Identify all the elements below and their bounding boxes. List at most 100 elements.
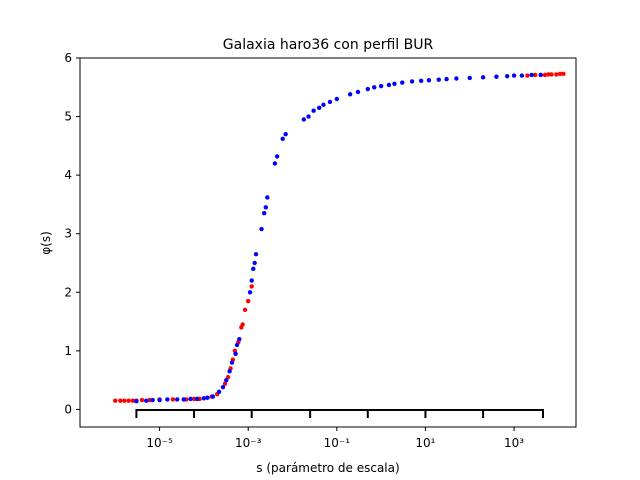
data-point-series-1 <box>262 211 267 216</box>
data-point-series-1 <box>194 396 200 402</box>
data-point-series-1 <box>392 81 397 86</box>
data-point-series-1 <box>234 342 240 348</box>
data-point-series-0 <box>554 72 559 77</box>
data-point-series-0 <box>240 322 245 327</box>
plot-area: 0 1 2 3 4 5 6 10⁻⁵ 10⁻³ 10⁻¹ 10¹ 10³ <box>64 51 577 450</box>
data-point-series-1 <box>316 105 322 110</box>
data-point-series-0 <box>113 398 118 403</box>
data-point-series-0 <box>130 398 136 403</box>
y-axis-label: φ(s) <box>39 231 53 255</box>
data-point-series-1 <box>355 89 361 95</box>
data-point-series-0 <box>542 72 548 78</box>
data-point-series-1 <box>365 86 370 92</box>
data-point-series-1 <box>216 389 222 395</box>
data-point-series-1 <box>347 92 353 97</box>
x-tick-label: 10¹ <box>415 436 435 450</box>
data-point-series-1 <box>205 395 210 400</box>
data-point-series-1 <box>181 397 186 402</box>
data-point-series-1 <box>283 131 288 137</box>
data-point-series-1 <box>280 136 285 142</box>
data-point-series-0 <box>532 72 538 78</box>
y-tick-label: 1 <box>64 344 72 358</box>
data-point-series-1 <box>454 76 459 81</box>
data-point-series-0 <box>222 381 228 386</box>
data-point-series-1 <box>259 226 264 232</box>
data-point-series-1 <box>386 82 392 88</box>
data-point-series-1 <box>511 73 517 78</box>
data-point-series-0 <box>525 73 530 78</box>
data-point-series-0 <box>139 397 145 403</box>
data-point-series-1 <box>327 99 333 105</box>
data-point-series-1 <box>400 80 405 85</box>
data-point-series-0 <box>249 284 254 289</box>
data-point-series-1 <box>321 102 326 108</box>
axes-frame <box>79 57 577 428</box>
data-point-series-1 <box>247 290 253 295</box>
y-tick-label: 5 <box>64 110 72 124</box>
data-point-series-1 <box>144 398 149 403</box>
data-point-series-1 <box>378 83 384 89</box>
data-point-series-1 <box>306 114 311 119</box>
data-point-series-1 <box>426 78 432 83</box>
data-point-series-0 <box>245 298 251 304</box>
data-point-series-1 <box>372 85 377 90</box>
data-point-series-1 <box>229 360 235 365</box>
data-point-series-1 <box>418 78 424 84</box>
data-point-series-1 <box>301 117 307 122</box>
data-point-series-1 <box>227 369 232 374</box>
x-tick-label: 10⁻¹ <box>324 436 351 450</box>
data-point-series-1 <box>201 396 207 401</box>
x-tick-label: 10⁻⁵ <box>146 436 173 450</box>
data-point-series-0 <box>170 397 176 402</box>
data-point-series-1 <box>224 377 229 383</box>
data-point-series-1 <box>251 266 256 272</box>
data-point-series-1 <box>263 205 269 210</box>
data-point-series-0 <box>242 307 248 313</box>
x-tick-label: 10³ <box>504 436 524 450</box>
data-point-series-1 <box>237 336 242 342</box>
data-point-series-1 <box>504 73 510 79</box>
data-point-series-1 <box>480 75 486 80</box>
y-tick-label: 4 <box>64 168 72 182</box>
data-point-series-1 <box>157 397 162 403</box>
data-point-series-1 <box>494 74 499 79</box>
data-point-series-1 <box>519 73 525 78</box>
data-point-series-1 <box>175 397 180 402</box>
data-point-series-1 <box>134 399 139 404</box>
data-point-series-1 <box>252 260 257 266</box>
data-point-series-1 <box>233 351 238 356</box>
data-point-series-1 <box>274 154 280 159</box>
y-tick-label: 3 <box>64 227 72 241</box>
y-tick-label: 2 <box>64 285 72 299</box>
y-tick-label: 6 <box>64 51 72 65</box>
data-point-series-1 <box>150 397 155 403</box>
data-point-series-1 <box>188 396 193 402</box>
data-point-series-1 <box>210 394 216 399</box>
data-point-series-1 <box>444 76 449 82</box>
data-point-series-1 <box>165 397 170 402</box>
data-point-series-1 <box>220 384 226 390</box>
data-point-series-1 <box>334 96 340 102</box>
data-point-series-1 <box>265 195 270 200</box>
data-point-series-0 <box>558 71 563 77</box>
x-axis-label: s (parámetro de escala) <box>256 461 399 475</box>
data-point-series-1 <box>311 108 316 113</box>
data-point-series-1 <box>249 278 254 283</box>
data-point-series-1 <box>272 161 278 166</box>
data-point-series-1 <box>409 79 415 84</box>
x-tick-label: 10⁻³ <box>235 436 262 450</box>
data-point-series-0 <box>122 398 127 403</box>
data-point-series-1 <box>436 77 441 82</box>
chart-title: Galaxia haro36 con perfil BUR <box>223 37 434 53</box>
data-point-series-1 <box>467 75 472 81</box>
data-point-series-1 <box>538 72 543 78</box>
data-point-series-0 <box>561 71 566 77</box>
data-point-series-1 <box>253 252 259 257</box>
data-point-series-0 <box>549 72 554 77</box>
data-point-series-0 <box>118 398 123 403</box>
data-point-series-0 <box>126 398 131 403</box>
y-tick-label: 0 <box>64 402 72 416</box>
